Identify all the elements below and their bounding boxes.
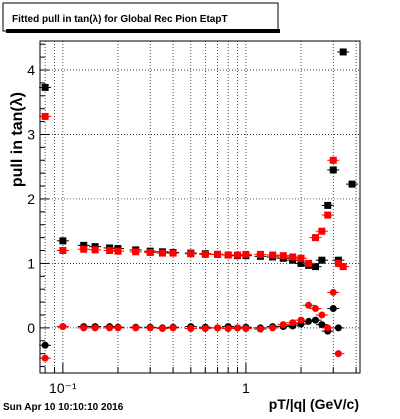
data-point-circle <box>312 316 320 324</box>
title-box-shadow <box>6 29 280 33</box>
data-point-circle <box>334 324 342 332</box>
data-point-circle <box>234 324 242 332</box>
data-point-square <box>234 251 242 259</box>
data-point-square <box>312 234 320 242</box>
data-point-square <box>318 256 326 264</box>
data-point-circle <box>158 325 166 333</box>
data-point-square <box>339 48 347 56</box>
data-point-circle <box>169 324 177 332</box>
chart-title: Fitted pull in tan(λ) for Global Rec Pio… <box>12 14 228 25</box>
y-tick-label: 2 <box>27 191 35 207</box>
data-point-circle <box>289 319 297 327</box>
data-point-circle <box>132 324 140 332</box>
plot-frame <box>39 40 361 374</box>
data-point-circle <box>305 317 313 325</box>
data-point-square <box>348 180 356 188</box>
data-point-circle <box>318 311 326 319</box>
data-point-square <box>334 259 342 267</box>
data-point-circle <box>106 324 114 332</box>
y-axis-label: pull in tan(λ) <box>9 92 26 187</box>
data-point-circle <box>59 323 67 331</box>
data-point-square <box>214 250 222 258</box>
data-point-circle <box>329 305 337 313</box>
data-point-circle <box>256 325 264 333</box>
data-point-square <box>339 263 347 271</box>
data-point-circle <box>41 354 49 362</box>
data-point-circle <box>201 325 209 333</box>
data-point-circle <box>91 324 99 332</box>
data-point-square <box>329 156 337 164</box>
data-point-square <box>41 112 49 120</box>
data-point-square <box>91 246 99 254</box>
data-point-circle <box>214 324 222 332</box>
y-tick-label: 0 <box>27 320 35 336</box>
data-point-circle <box>41 341 49 349</box>
y-tick-label: 1 <box>27 255 35 271</box>
data-point-square <box>80 241 88 249</box>
axis-layer: 0 1 2 3 4 10⁻¹ 1 <box>27 40 361 396</box>
data-layer <box>39 48 359 362</box>
data-point-square <box>297 254 305 262</box>
data-point-square <box>41 83 49 91</box>
data-point-circle <box>114 324 122 332</box>
data-point-square <box>297 259 305 267</box>
x-tick-label: 10⁻¹ <box>49 380 77 396</box>
data-point-square <box>242 250 250 258</box>
y-tick-label: 4 <box>27 62 35 78</box>
title-box <box>2 2 279 32</box>
data-point-square <box>305 259 313 267</box>
data-point-square <box>146 248 154 256</box>
data-point-circle <box>80 324 88 332</box>
data-point-square <box>318 227 326 235</box>
data-point-square <box>256 250 264 258</box>
data-point-circle <box>224 325 232 333</box>
data-point-circle <box>187 325 195 333</box>
data-point-circle <box>324 324 332 332</box>
data-point-square <box>169 249 177 257</box>
data-point-square <box>279 252 287 260</box>
x-axis-label: pT/|q| (GeV/c) <box>269 396 359 412</box>
data-point-circle <box>329 288 337 296</box>
data-point-square <box>106 247 114 255</box>
data-point-square <box>59 247 67 255</box>
data-point-circle <box>242 325 250 333</box>
data-point-square <box>80 245 88 253</box>
data-point-square <box>114 247 122 255</box>
data-point-square <box>312 263 320 271</box>
data-point-circle <box>318 321 326 329</box>
data-point-square <box>224 251 232 259</box>
data-point-square <box>329 166 337 174</box>
data-point-circle <box>312 305 320 313</box>
grid-layer <box>40 41 360 373</box>
data-point-circle <box>305 301 313 309</box>
data-point-circle <box>279 321 287 329</box>
data-point-circle <box>334 350 342 358</box>
data-point-square <box>59 237 67 245</box>
data-point-circle <box>297 316 305 324</box>
data-point-square <box>158 249 166 257</box>
data-point-square <box>269 251 277 259</box>
data-point-circle <box>146 324 154 332</box>
data-point-square <box>324 201 332 209</box>
data-point-square <box>201 250 209 258</box>
data-point-circle <box>269 324 277 332</box>
data-point-square <box>132 248 140 256</box>
data-point-square <box>324 211 332 219</box>
y-tick-label: 3 <box>27 126 35 142</box>
data-point-square <box>289 253 297 261</box>
x-tick-label: 1 <box>242 380 250 396</box>
data-point-square <box>187 250 195 258</box>
timestamp: Sun Apr 10 10:10:10 2016 <box>3 402 124 413</box>
